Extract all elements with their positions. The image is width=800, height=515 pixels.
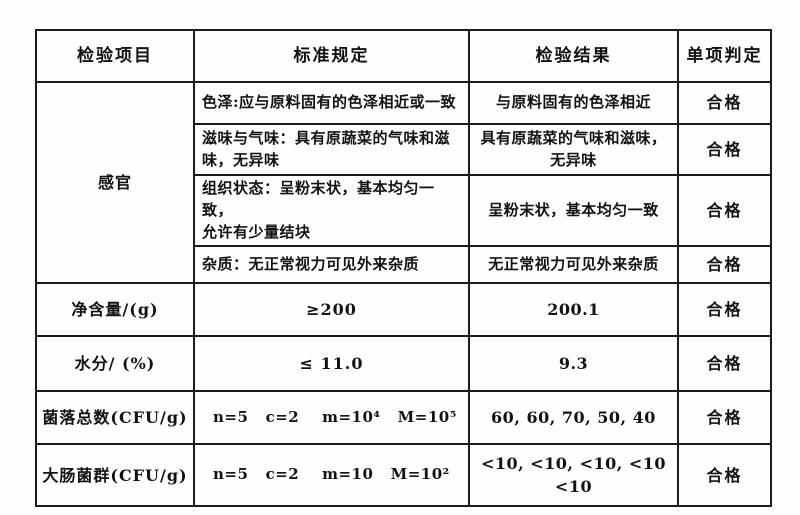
judgment-total-plate-count: 合格 xyxy=(677,390,772,446)
coliform-row: 大肠菌群(CFU/g) n=5 c=2 m=10 M=10² <10, <10,… xyxy=(35,443,772,508)
result-taste-odor: 具有原蔬菜的气味和滋味， 无异味 xyxy=(468,123,679,176)
standard-taste-odor: 滋味与气味：具有原蔬菜的气味和滋 味，无异味 xyxy=(193,123,470,176)
total-plate-count-row: 菌落总数(CFU/g) n=5 c=2 m=10⁴ M=10⁵ 60, 60, … xyxy=(35,390,772,446)
judgment-net-content: 合格 xyxy=(677,282,772,338)
judgment-color: 合格 xyxy=(677,81,772,125)
result-color: 与原料固有的色泽相近 xyxy=(468,81,679,125)
standard-total-plate-count: n=5 c=2 m=10⁴ M=10⁵ xyxy=(193,390,470,446)
standard-texture: 组织状态：呈粉末状，基本均匀一致， 允许有少量结块 xyxy=(193,173,470,248)
row-label-net-content: 净含量/(g) xyxy=(35,282,195,338)
judgment-taste-odor: 合格 xyxy=(677,123,772,176)
result-impurity: 无正常视力可见外来杂质 xyxy=(468,245,679,285)
judgment-coliform: 合格 xyxy=(677,443,772,508)
result-texture: 呈粉末状，基本均匀一致 xyxy=(468,173,679,248)
result-moisture: 9.3 xyxy=(468,335,679,393)
judgment-texture: 合格 xyxy=(677,173,772,248)
result-net-content: 200.1 xyxy=(468,282,679,338)
sensory-color-row: 感官 色泽:应与原料固有的色泽相近或一致 与原料固有的色泽相近 合格 xyxy=(35,80,772,285)
sensory-impurity-row: 杂质：无正常视力可见外来杂质 无正常视力可见外来杂质 合格 xyxy=(36,245,772,285)
column-header-test-result: 检验结果 xyxy=(468,29,679,83)
standard-impurity: 杂质：无正常视力可见外来杂质 xyxy=(193,245,470,285)
net-content-row: 净含量/(g) ≥200 200.1 合格 xyxy=(35,282,772,338)
standard-moisture: ≤ 11.0 xyxy=(193,335,470,393)
moisture-row: 水分/ (%) ≤ 11.0 9.3 合格 xyxy=(35,335,772,393)
sensory-taste-odor-row: 滋味与气味：具有原蔬菜的气味和滋 味，无异味 具有原蔬菜的气味和滋味， 无异味 … xyxy=(36,123,772,176)
standard-coliform: n=5 c=2 m=10 M=10² xyxy=(193,443,470,508)
row-label-sensory: 感官 xyxy=(35,80,195,285)
standard-color: 色泽:应与原料固有的色泽相近或一致 xyxy=(193,81,470,125)
judgment-impurity: 合格 xyxy=(677,245,772,285)
result-total-plate-count: 60, 60, 70, 50, 40 xyxy=(468,390,679,446)
sensory-texture-row: 组织状态：呈粉末状，基本均匀一致， 允许有少量结块 呈粉末状，基本均匀一致 合格 xyxy=(36,173,772,248)
judgment-moisture: 合格 xyxy=(677,335,772,393)
row-label-coliform: 大肠菌群(CFU/g) xyxy=(35,443,195,508)
header-row: 检验项目 标准规定 检验结果 单项判定 xyxy=(35,29,772,83)
standard-net-content: ≥200 xyxy=(193,282,470,338)
inspection-results-table: 检验项目 标准规定 检验结果 单项判定 感官 色泽:应与原料固有的色泽相近或一致… xyxy=(35,29,772,508)
result-coliform: <10, <10, <10, <10 <10 xyxy=(468,443,679,508)
column-header-standard-requirement: 标准规定 xyxy=(193,29,470,83)
column-header-item-judgment: 单项判定 xyxy=(677,29,772,83)
column-header-inspection-item: 检验项目 xyxy=(35,29,195,83)
row-label-moisture: 水分/ (%) xyxy=(35,335,195,393)
row-label-total-plate-count: 菌落总数(CFU/g) xyxy=(35,390,195,446)
